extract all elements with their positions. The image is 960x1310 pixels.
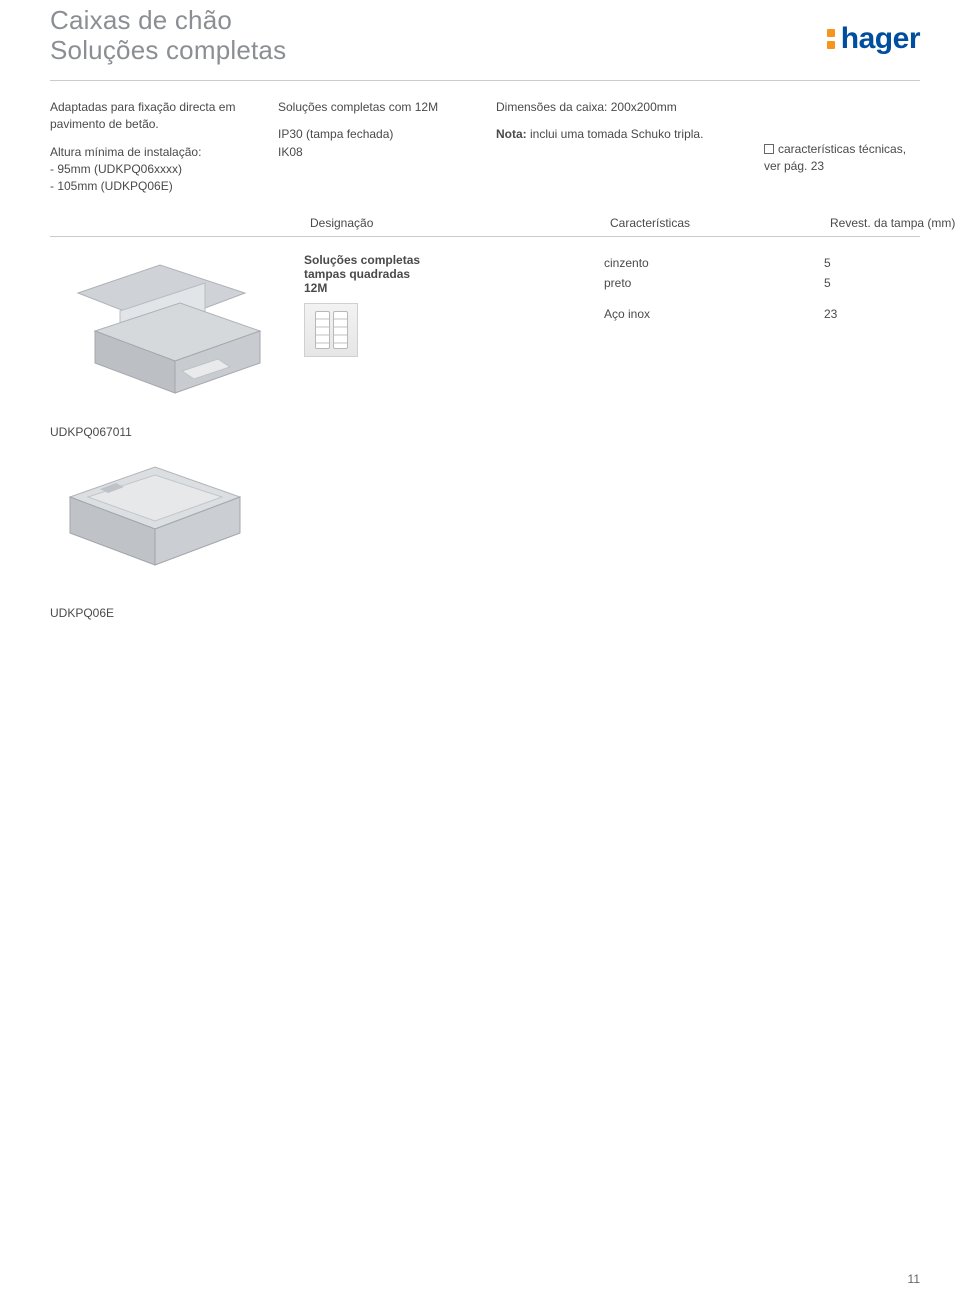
product-desig-line1: Soluções completas	[304, 253, 604, 267]
intro-col1-label: Altura mínima de instalação:	[50, 144, 260, 161]
page-title: Caixas de chão Soluções completas	[50, 0, 920, 66]
floor-box-open-icon	[60, 253, 270, 403]
table-row: preto 5 UDKPQ069005	[604, 273, 960, 293]
table-row: Aço inox 23 UDKPQ06E	[604, 293, 960, 324]
product-desig-line3: 12M	[304, 281, 604, 295]
intro-col-3: Dimensões da caixa: 200x200mm Nota: incl…	[496, 99, 746, 196]
bottom-images: UDKPQ067011 UDKPQ06E	[50, 425, 920, 620]
intro-col3-note-text: inclui uma tomada Schuko tripla.	[527, 127, 704, 141]
image-label-1: UDKPQ067011	[50, 425, 920, 439]
th-caracteristicas: Características	[610, 216, 830, 230]
title-line-2: Soluções completas	[50, 36, 920, 66]
row-revest: 5	[824, 276, 960, 290]
intro-col4-line: características técnicas, ver pág. 23	[764, 141, 920, 176]
intro-col3-line2: Nota: inclui uma tomada Schuko tripla.	[496, 126, 746, 143]
intro-col2-line2: IP30 (tampa fechada)	[278, 126, 478, 143]
intro-col-2: Soluções completas com 12M IP30 (tampa f…	[278, 99, 478, 196]
row-carac: preto	[604, 276, 824, 290]
product-image-main	[50, 253, 280, 403]
image-label-2: UDKPQ06E	[50, 606, 920, 620]
row-revest: 5	[824, 256, 960, 270]
logo-dots-icon	[827, 29, 835, 49]
brand-name: hager	[841, 22, 920, 56]
checkbox-icon	[764, 144, 774, 154]
th-designacao: Designação	[310, 216, 610, 230]
intro-col3-line1: Dimensões da caixa: 200x200mm	[496, 99, 746, 116]
product-content: Soluções completas tampas quadradas 12M …	[304, 253, 960, 403]
product-desig-line2: tampas quadradas	[304, 267, 604, 281]
intro-col2-line1: Soluções completas com 12M	[278, 99, 478, 116]
th-revest: Revest. da tampa (mm)	[830, 216, 960, 230]
table-header-row: Designação Características Revest. da ta…	[50, 196, 920, 237]
intro-col4-text: características técnicas, ver pág. 23	[764, 142, 906, 173]
intro-col1-item-b: - 105mm (UDKPQ06E)	[50, 178, 260, 195]
product-image-2	[50, 439, 920, 594]
page-number: 11	[908, 1272, 920, 1286]
intro-col-1: Adaptadas para fixação directa em pavime…	[50, 99, 260, 196]
intro-col2-line3: IK08	[278, 144, 478, 161]
title-line-1: Caixas de chão	[50, 6, 920, 36]
product-block: Soluções completas tampas quadradas 12M …	[50, 237, 920, 403]
intro-grid: Adaptadas para fixação directa em pavime…	[50, 99, 920, 196]
row-carac: Aço inox	[604, 307, 824, 321]
row-revest: 23	[824, 307, 960, 321]
divider-top	[50, 80, 920, 81]
intro-col1-text1: Adaptadas para fixação directa em pavime…	[50, 99, 260, 134]
intro-col-4: características técnicas, ver pág. 23	[764, 99, 920, 196]
intro-col3-note-label: Nota:	[496, 127, 527, 141]
intro-col1-item-a: - 95mm (UDKPQ06xxxx)	[50, 161, 260, 178]
brand-logo: hager	[827, 22, 920, 56]
row-carac: cinzento	[604, 256, 824, 270]
table-row: cinzento 5 UDKPQ067011	[604, 253, 960, 273]
floor-box-closed-icon	[50, 439, 250, 589]
module-thumb-icon	[304, 303, 358, 357]
